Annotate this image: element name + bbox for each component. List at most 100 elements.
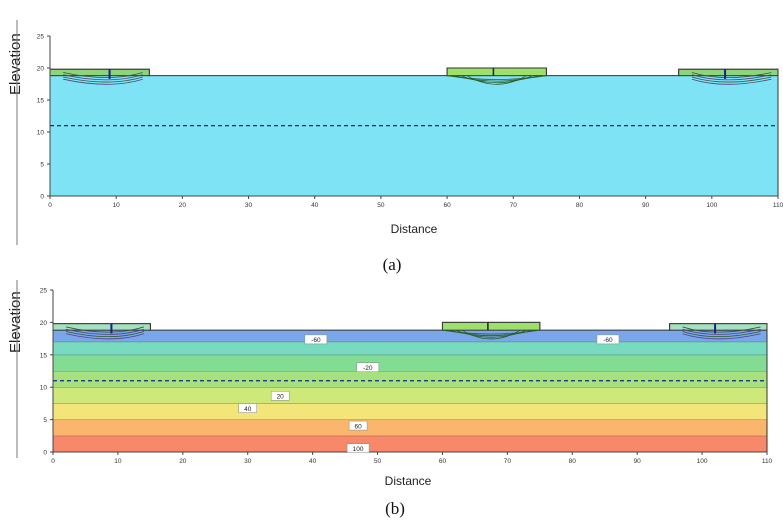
seepage-contour-1-3 bbox=[682, 333, 761, 340]
seepage-contour-1-1 bbox=[691, 74, 772, 81]
contour-label-box-2 bbox=[356, 362, 380, 373]
contour-label-4: 40 bbox=[244, 406, 252, 413]
x-tick-label-0: 0 bbox=[48, 202, 52, 209]
y-tick-label-5: 5 bbox=[43, 417, 47, 424]
x-tick-label-90: 90 bbox=[642, 202, 650, 209]
seepage-contour-0-0 bbox=[65, 326, 144, 333]
x-tick-label-50: 50 bbox=[377, 202, 385, 209]
panel-a-ylabel: Elevation bbox=[7, 33, 24, 95]
x-tick-label-40: 40 bbox=[311, 202, 319, 209]
seepage-contour-0-2 bbox=[65, 331, 144, 337]
contour-label-5: 60 bbox=[354, 423, 362, 430]
band-4 bbox=[53, 371, 767, 388]
contour-label-box-3 bbox=[270, 391, 290, 401]
x-tick-label-110: 110 bbox=[773, 202, 783, 209]
seepage-contour-0-0 bbox=[63, 72, 143, 78]
central-contour-3 bbox=[466, 75, 527, 85]
panel-a-plot: 0 10 20 30 40 50 60 70 80 90 100 110 0 5 10 15 20 25 bbox=[37, 34, 783, 210]
panel-a-xlabel: Distance bbox=[391, 222, 438, 236]
central-contour-3 bbox=[461, 329, 521, 340]
x-tick-label-60: 60 bbox=[443, 202, 451, 209]
band-6 bbox=[53, 341, 767, 355]
seepage-contour-0-3 bbox=[63, 78, 143, 85]
band-7 bbox=[53, 328, 767, 342]
x-tick-label-100: 100 bbox=[706, 202, 717, 209]
band-3 bbox=[53, 387, 767, 404]
contour-label-2: -20 bbox=[363, 365, 373, 372]
x-tick-label-0: 0 bbox=[51, 458, 55, 465]
x-tick-label-20: 20 bbox=[179, 202, 187, 209]
x-tick-label-40: 40 bbox=[309, 458, 317, 465]
central-contour-1 bbox=[453, 75, 540, 82]
y-tick-label-5: 5 bbox=[40, 162, 44, 169]
x-tick-label-80: 80 bbox=[569, 458, 577, 465]
central-contour-2 bbox=[455, 329, 527, 338]
structure-1 bbox=[446, 67, 547, 77]
seepage-contour-0-3 bbox=[65, 333, 144, 340]
y-tick-label-10: 10 bbox=[37, 130, 45, 137]
contour-label-6: 100 bbox=[353, 446, 364, 453]
central-contour-0 bbox=[442, 329, 540, 335]
y-tick-label-20: 20 bbox=[40, 320, 48, 327]
panel-b-plot: 0 10 20 30 40 50 60 70 80 90 100 110 0 5 10 15 20 25 -60 -6… bbox=[40, 288, 773, 466]
seepage-contour-1-0 bbox=[691, 72, 772, 78]
x-tick-label-110: 110 bbox=[762, 458, 773, 465]
band-5 bbox=[53, 354, 767, 371]
panel-b: 0 10 20 30 40 50 60 70 80 90 100 110 0 5 10 15 20 25 -60 -6… bbox=[7, 280, 773, 518]
x-tick-label-90: 90 bbox=[634, 458, 642, 465]
central-contour-0 bbox=[447, 75, 547, 80]
seepage-contour-0-2 bbox=[63, 76, 143, 83]
panel-a: 0 10 20 30 40 50 60 70 80 90 100 110 0 5 10 15 20 25 Elev… bbox=[7, 20, 783, 274]
band-2 bbox=[53, 403, 767, 420]
y-tick-label-25: 25 bbox=[40, 288, 48, 295]
contour-label-box-0 bbox=[304, 334, 328, 345]
x-tick-label-10: 10 bbox=[114, 458, 122, 465]
soil-domain bbox=[49, 67, 779, 197]
seepage-contour-0-1 bbox=[63, 74, 143, 81]
y-tick-label-15: 15 bbox=[37, 98, 45, 105]
contour-label-box-5 bbox=[348, 420, 368, 431]
panel-a-caption: (a) bbox=[383, 255, 402, 274]
structure-2 bbox=[678, 68, 779, 77]
seepage-contour-1-2 bbox=[691, 76, 772, 83]
band-0 bbox=[53, 435, 767, 452]
structure-2 bbox=[669, 323, 768, 331]
contour-label-3: 20 bbox=[277, 394, 285, 401]
structure-1 bbox=[441, 321, 541, 331]
panel-b-xlabel: Distance bbox=[385, 474, 432, 488]
central-contour-2 bbox=[460, 75, 534, 84]
band-top bbox=[53, 322, 767, 329]
contour-label-box-6 bbox=[346, 443, 370, 454]
x-tick-label-80: 80 bbox=[576, 202, 584, 209]
x-tick-label-20: 20 bbox=[179, 458, 187, 465]
y-tick-label-0: 0 bbox=[40, 194, 44, 201]
y-tick-label-10: 10 bbox=[40, 385, 48, 392]
contour-label-box-4 bbox=[238, 403, 257, 413]
x-tick-label-50: 50 bbox=[374, 458, 382, 465]
y-tick-label-15: 15 bbox=[40, 352, 48, 359]
panel-b-caption: (b) bbox=[385, 499, 405, 518]
seepage-contour-1-1 bbox=[682, 328, 761, 335]
x-tick-label-10: 10 bbox=[113, 202, 121, 209]
y-tick-label-25: 25 bbox=[37, 34, 45, 41]
seepage-contour-1-0 bbox=[682, 326, 761, 333]
seepage-contour-1-3 bbox=[691, 78, 772, 85]
y-tick-label-20: 20 bbox=[37, 66, 45, 73]
contour-label-1: -60 bbox=[603, 337, 613, 344]
contour-label-box-1 bbox=[596, 334, 620, 345]
x-tick-label-60: 60 bbox=[439, 458, 447, 465]
pressure-bands bbox=[53, 322, 767, 452]
x-tick-label-100: 100 bbox=[697, 458, 708, 465]
contour-label-0: -60 bbox=[311, 337, 321, 344]
seepage-contour-1-2 bbox=[682, 331, 761, 337]
x-tick-label-30: 30 bbox=[245, 202, 253, 209]
seepage-contour-0-1 bbox=[65, 328, 144, 335]
central-contour-1 bbox=[448, 329, 534, 337]
band-1 bbox=[53, 419, 767, 436]
y-tick-label-0: 0 bbox=[43, 450, 47, 457]
x-tick-label-30: 30 bbox=[244, 458, 252, 465]
panel-b-ylabel: Elevation bbox=[7, 291, 24, 353]
x-tick-label-70: 70 bbox=[504, 458, 512, 465]
x-tick-label-70: 70 bbox=[510, 202, 518, 209]
